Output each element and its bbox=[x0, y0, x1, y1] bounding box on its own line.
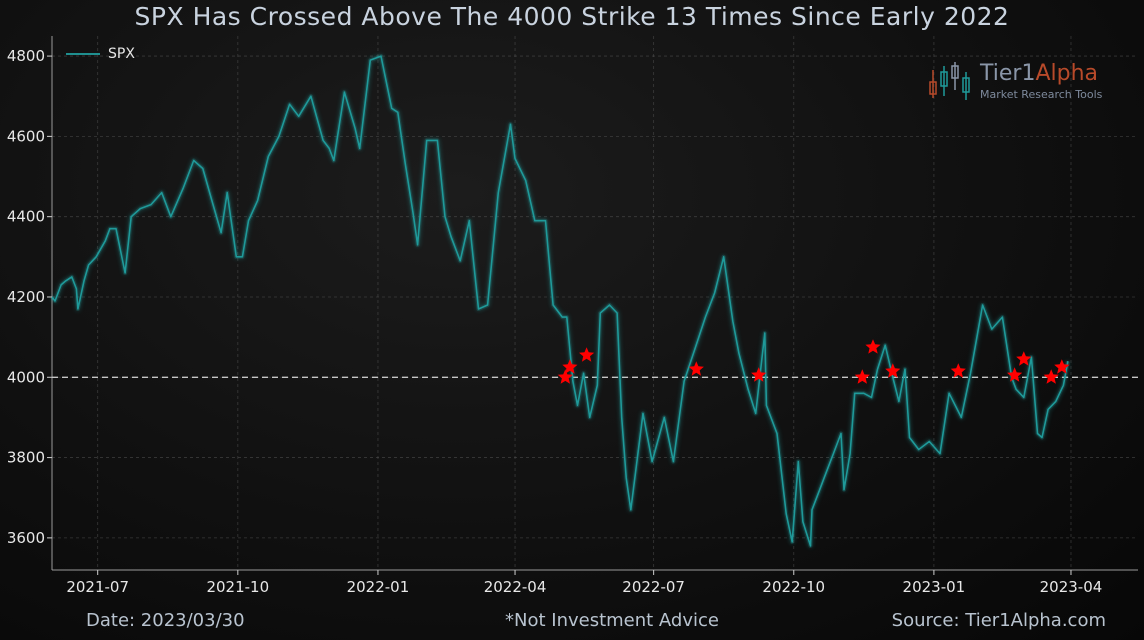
grid-lines bbox=[52, 36, 1138, 570]
axis-frame bbox=[51, 36, 1138, 571]
cross-marker-6 bbox=[854, 369, 870, 384]
cross-marker-11 bbox=[1016, 351, 1032, 366]
x-tick-label-2022-10: 2022-10 bbox=[762, 578, 825, 596]
logo-name-alpha: Alpha bbox=[1035, 61, 1099, 86]
series-line-glow bbox=[50, 54, 1070, 548]
y-tick-label-3600: 3600 bbox=[7, 529, 45, 547]
legend-label-spx: SPX bbox=[108, 46, 135, 62]
legend-swatch-spx bbox=[66, 53, 100, 55]
cross-marker-7 bbox=[865, 339, 881, 354]
cross-marker-3 bbox=[579, 347, 595, 362]
x-tick-label-2022-04: 2022-04 bbox=[484, 578, 547, 596]
cross-markers bbox=[557, 339, 1070, 384]
legend: SPX bbox=[66, 46, 135, 62]
y-tick-label-4400: 4400 bbox=[7, 208, 45, 226]
x-tick-labels: 2021-07 2021-10 2022-01 2022-04 2022-07 2022-… bbox=[66, 570, 1102, 596]
cross-marker-4 bbox=[688, 361, 704, 376]
footer-date: Date: 2023/03/30 bbox=[86, 610, 245, 631]
cross-marker-2 bbox=[562, 359, 578, 374]
series-line-spx bbox=[51, 55, 1069, 547]
x-tick-label-2022-01: 2022-01 bbox=[347, 578, 410, 596]
x-tick-label-2023-01: 2023-01 bbox=[903, 578, 966, 596]
x-tick-label-2021-07: 2021-07 bbox=[66, 578, 129, 596]
cross-marker-1 bbox=[557, 369, 573, 384]
y-tick-label-4200: 4200 bbox=[7, 288, 45, 306]
y-tick-label-4000: 4000 bbox=[7, 368, 45, 386]
logo-tagline: Market Research Tools bbox=[980, 88, 1103, 101]
cross-marker-13 bbox=[1054, 359, 1070, 374]
cross-marker-9 bbox=[950, 363, 966, 378]
y-tick-label-4600: 4600 bbox=[7, 127, 45, 145]
x-tick-label-2021-10: 2021-10 bbox=[206, 578, 269, 596]
cross-marker-5 bbox=[751, 367, 767, 382]
cross-marker-12 bbox=[1043, 369, 1059, 384]
y-tick-label-4800: 4800 bbox=[7, 47, 45, 65]
y-tick-labels: 3600 3800 4000 4200 4400 4600 4800 bbox=[7, 47, 52, 547]
spx-series bbox=[50, 54, 1070, 548]
x-tick-label-2022-07: 2022-07 bbox=[622, 578, 685, 596]
tier1alpha-logo: Tier1Alpha Market Research Tools bbox=[928, 62, 1102, 101]
logo-name-tier1: Tier1 bbox=[980, 61, 1036, 86]
footer-source: Source: Tier1Alpha.com bbox=[891, 610, 1106, 631]
footer-disclaimer: *Not Investment Advice bbox=[505, 610, 719, 631]
x-tick-label-2023-04: 2023-04 bbox=[1040, 578, 1103, 596]
cross-marker-8 bbox=[885, 363, 901, 378]
cross-marker-10 bbox=[1007, 367, 1023, 382]
candlestick-logo-icon bbox=[929, 62, 970, 100]
y-tick-label-3800: 3800 bbox=[7, 449, 45, 467]
chart-title: SPX Has Crossed Above The 4000 Strike 13… bbox=[134, 2, 1010, 31]
